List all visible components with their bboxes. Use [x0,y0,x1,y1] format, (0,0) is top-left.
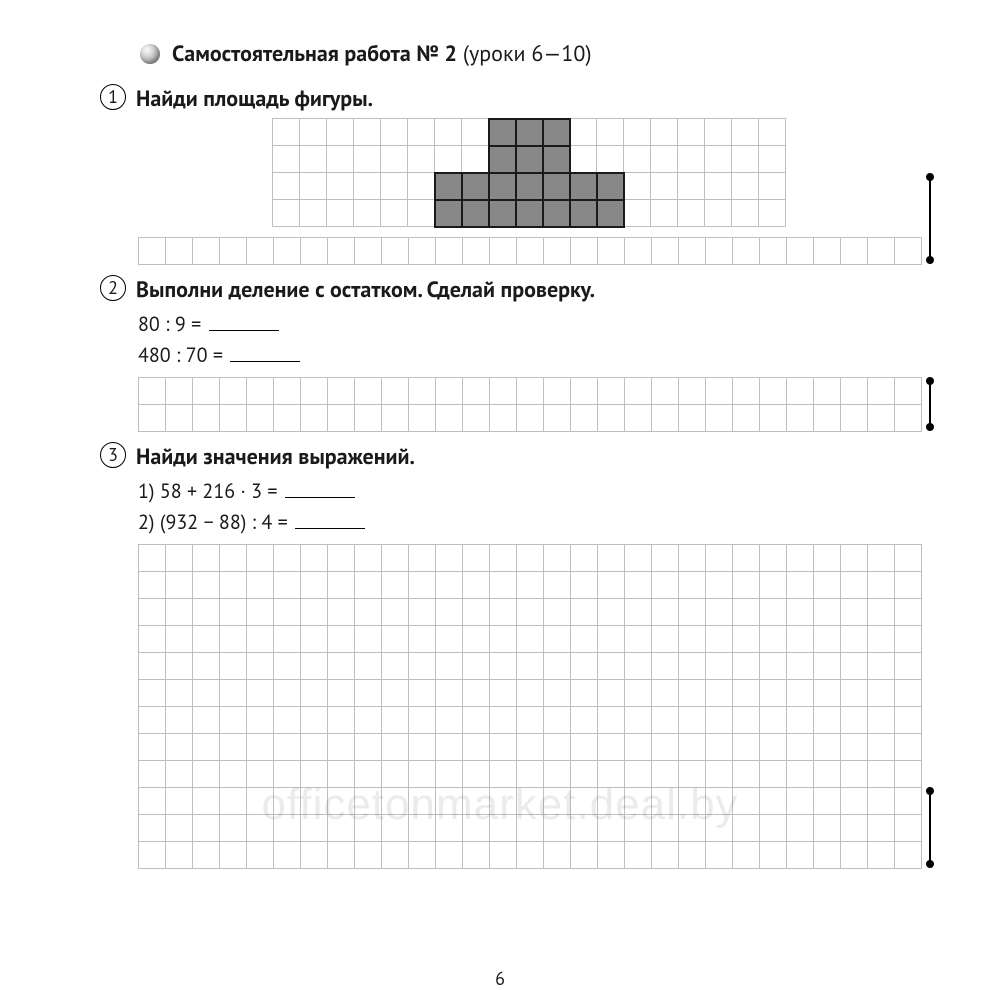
title-bold: Самостоятельная работа № 2 [172,40,457,68]
sphere-bullet-icon [140,44,160,64]
task-2-line-2: 480 : 70 = [138,342,228,368]
task-3-work-grid [138,544,920,869]
task-2-work-grid [138,377,920,432]
title-row: Самостоятельная работа № 2 (уроки 6—10) [140,40,920,68]
task-number-3: 3 [100,442,126,468]
task-3-problems: 1) 58 + 216 · 3 = 2) (932 − 88) : 4 = [138,476,920,538]
task-number-1: 1 [100,84,126,110]
answer-blank [295,511,365,529]
title-rest: (уроки 6—10) [457,40,592,68]
task-number-2: 2 [100,275,126,301]
figure-answer-strip [138,237,922,265]
task-2-line-1: 80 : 9 = [138,311,207,337]
task-2-header: 2 Выполни деление с остатком. Сделай про… [100,275,920,303]
work-grid-3 [138,544,922,869]
title-text: Самостоятельная работа № 2 (уроки 6—10) [172,40,592,68]
task-2-problems: 80 : 9 = 480 : 70 = [138,309,920,371]
task-1-text: Найди площадь фигуры. [136,84,373,112]
answer-blank [285,480,355,498]
task-3-line-2: 2) (932 − 88) : 4 = [138,509,293,535]
answer-blank [209,313,279,331]
task-1-header: 1 Найди площадь фигуры. [100,84,920,112]
work-grid-2 [138,377,922,432]
figure-grid-top [272,118,786,227]
task-3-line-1: 1) 58 + 216 · 3 = [138,478,283,504]
task-3-header: 3 Найди значения выражений. [100,442,920,470]
worksheet-page: Самостоятельная работа № 2 (уроки 6—10) … [100,40,920,879]
task-1-figure [138,118,920,265]
task-3-text: Найди значения выражений. [136,442,415,470]
page-number: 6 [0,967,1000,990]
task-2-text: Выполни деление с остатком. Сделай прове… [136,275,595,303]
answer-blank [230,344,300,362]
